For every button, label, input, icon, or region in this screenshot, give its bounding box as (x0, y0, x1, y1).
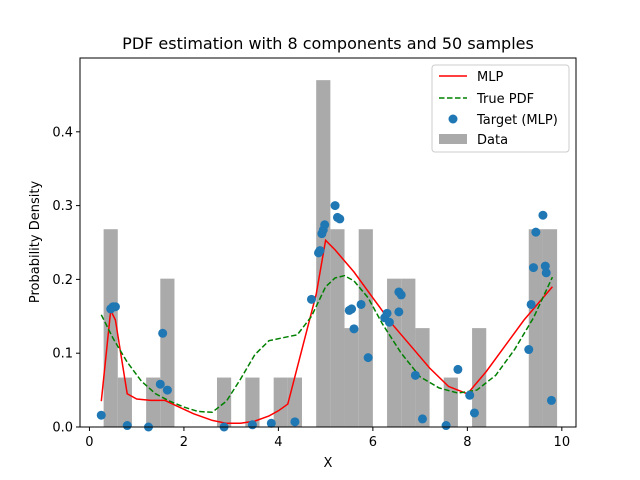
y-tick-label-0.3: 0.3 (52, 199, 73, 214)
true-pdf-line (100, 274, 554, 413)
x-tick-label-2: 2 (180, 435, 188, 450)
target-point-25 (356, 299, 366, 309)
target-point-41 (528, 263, 538, 273)
target-point-6 (155, 379, 165, 389)
histogram-bar-17 (528, 229, 543, 427)
target-point-32 (396, 290, 406, 300)
target-point-3 (110, 302, 120, 312)
target-point-10 (247, 420, 257, 430)
target-point-18 (320, 220, 330, 230)
target-point-19 (330, 201, 340, 211)
histogram-bar-16 (472, 328, 487, 427)
target-point-0 (96, 410, 106, 420)
histogram-bar-14 (415, 328, 430, 427)
x-tick-label-4: 4 (274, 435, 282, 450)
plot-layer (96, 80, 558, 432)
y-axis-ticks: 0.0 0.1 0.2 0.3 0.4 (52, 125, 80, 436)
x-tick-label-10: 10 (554, 435, 571, 450)
target-point-44 (540, 261, 550, 271)
target-point-21 (335, 214, 345, 224)
x-tick-label-6: 6 (369, 435, 377, 450)
histogram-bar-10 (344, 328, 359, 427)
target-point-39 (524, 345, 534, 355)
legend-mlp-label: MLP (477, 70, 503, 85)
target-point-28 (382, 308, 392, 318)
histogram-bar-0 (103, 229, 118, 427)
histogram-bar-6 (273, 377, 288, 427)
axes-frame (79, 57, 577, 428)
target-point-24 (349, 324, 359, 334)
y-axis-label: Probability Density (28, 181, 43, 304)
x-axis-ticks: 0 2 4 6 8 10 (85, 427, 570, 450)
target-point-36 (453, 364, 463, 374)
histogram-bar-1 (117, 377, 132, 427)
target-point-11 (266, 418, 276, 428)
target-point-12 (290, 417, 300, 427)
target-point-26 (363, 353, 373, 363)
target-point-35 (441, 421, 451, 431)
x-axis-label: X (324, 456, 333, 471)
y-tick-label-0.2: 0.2 (52, 273, 73, 288)
legend-true-pdf-label: True PDF (476, 92, 534, 107)
target-point-42 (531, 227, 541, 237)
target-point-4 (122, 421, 132, 431)
target-point-38 (469, 408, 479, 418)
target-point-29 (384, 317, 394, 327)
target-point-40 (526, 299, 536, 309)
target-point-7 (158, 328, 168, 338)
histogram-bar-3 (160, 278, 175, 427)
y-tick-label-0.4: 0.4 (52, 125, 73, 140)
histogram-bar-15 (443, 377, 458, 427)
y-tick-label-0.1: 0.1 (52, 347, 73, 362)
target-point-23 (347, 304, 357, 314)
histogram-bar-18 (542, 229, 558, 427)
target-point-30 (394, 307, 404, 317)
legend-target-label: Target (MLP) (476, 113, 558, 128)
legend-target-swatch (448, 114, 458, 124)
legend-data-swatch (439, 134, 467, 144)
histogram-bar-11 (358, 229, 373, 427)
target-point-43 (538, 210, 548, 220)
legend: MLP True PDF Target (MLP) Data (431, 64, 570, 153)
y-tick-label-0: 0.0 (52, 421, 73, 436)
target-point-46 (546, 395, 556, 405)
x-tick-label-8: 8 (463, 435, 471, 450)
target-point-15 (315, 246, 325, 256)
histogram-bar-2 (146, 377, 161, 427)
histogram-bar-13 (401, 278, 416, 427)
histogram-bar-12 (387, 278, 402, 427)
target-point-8 (162, 385, 172, 395)
histogram-bar-5 (245, 377, 260, 427)
legend-box (431, 64, 570, 153)
target-point-37 (465, 390, 475, 400)
legend-data-label: Data (477, 133, 508, 148)
chart-title: PDF estimation with 8 components and 50 … (122, 34, 534, 53)
target-point-45 (541, 268, 551, 278)
x-tick-label-0: 0 (85, 435, 93, 450)
target-point-33 (410, 370, 420, 380)
target-point-34 (417, 414, 427, 424)
target-point-13 (306, 294, 316, 304)
